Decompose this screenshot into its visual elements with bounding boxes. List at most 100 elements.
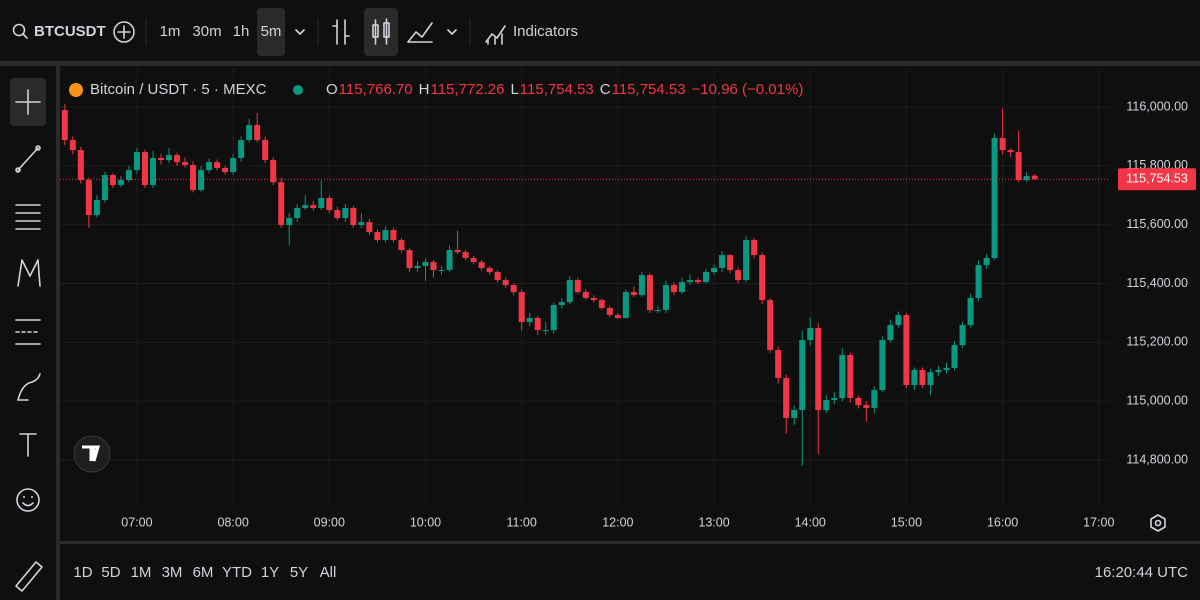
candle-body [999, 137, 1006, 151]
candle-body [775, 350, 782, 378]
range-button[interactable]: 1D [73, 564, 92, 581]
range-button[interactable]: 1M [131, 564, 152, 581]
compare-button[interactable] [113, 21, 135, 43]
candle-body [318, 197, 325, 208]
candle-body [983, 257, 990, 266]
indicators-icon[interactable] [485, 25, 506, 45]
candle-body [662, 285, 669, 311]
brush-tool[interactable] [17, 373, 41, 401]
text-tool[interactable] [19, 433, 37, 457]
candle-body [486, 267, 493, 273]
candle-body [166, 155, 173, 161]
style-dropdown[interactable] [447, 29, 457, 35]
candle-body [222, 167, 229, 173]
candle-body [174, 155, 181, 163]
x-tick-label: 13:00 [698, 515, 729, 529]
x-tick-label: 09:00 [314, 515, 345, 529]
y-tick-label: 115,400.00 [1126, 276, 1188, 290]
x-tick-label: 14:00 [795, 515, 826, 529]
candle-body [510, 285, 517, 293]
candle-body [77, 150, 84, 181]
candles-style-button[interactable] [372, 18, 390, 45]
candle-body [695, 280, 702, 283]
ruler-tool[interactable] [15, 561, 43, 592]
settings-gear[interactable] [1150, 514, 1166, 532]
candle-body [446, 250, 453, 271]
candle-body [254, 125, 261, 141]
left-toolbar [10, 78, 46, 592]
clock: 16:20:44 UTC [1095, 564, 1189, 581]
candle-body [117, 180, 124, 186]
candle-body [975, 265, 982, 298]
candle-body [927, 372, 934, 386]
candle-body [478, 262, 485, 268]
crosshair-tool[interactable] [15, 89, 41, 115]
range-button[interactable]: YTD [222, 564, 252, 581]
candle-body [157, 157, 164, 161]
interval-group: 1m 30m 1h 5m [160, 8, 285, 56]
range-button[interactable]: 5D [101, 564, 120, 581]
candle-body [526, 317, 533, 323]
x-tick-label: 17:00 [1083, 515, 1114, 529]
candle-body [406, 250, 413, 268]
legend-value: 115,754.53 [520, 81, 594, 98]
candle-body [566, 280, 573, 303]
candle-body [430, 262, 437, 271]
range-button[interactable]: 3M [162, 564, 183, 581]
candle-body [919, 370, 926, 386]
range-button[interactable]: 5Y [290, 564, 308, 581]
interval-dropdown[interactable] [295, 29, 305, 35]
interval-button[interactable]: 5m [261, 23, 282, 40]
candle-body [398, 240, 405, 251]
candle-body [614, 315, 621, 318]
candle-body [767, 300, 774, 351]
candle-body [791, 410, 798, 418]
candle-body [198, 170, 205, 191]
candles [61, 104, 1038, 466]
candle-body [1031, 175, 1038, 180]
legend-label: O [326, 81, 338, 98]
forecast-tool[interactable] [15, 319, 41, 345]
x-tick-label: 11:00 [506, 515, 536, 529]
pattern-tool[interactable] [17, 259, 41, 287]
candle-body [141, 152, 148, 186]
candle-body [871, 390, 878, 408]
candle-body [334, 210, 341, 218]
range-button[interactable]: 1Y [261, 564, 279, 581]
legend-value: 115,772.26 [430, 81, 504, 98]
candle-body [326, 197, 333, 211]
interval-button[interactable]: 1h [233, 23, 250, 40]
active-interval-highlight [257, 8, 285, 56]
symbol[interactable]: BTCUSDT [34, 23, 106, 40]
fib-tool[interactable] [15, 204, 41, 230]
candle-body [462, 252, 469, 258]
candle-body [374, 232, 381, 241]
candle-body [93, 200, 100, 216]
candle-body [494, 272, 501, 281]
candle-body [759, 255, 766, 301]
legend: Bitcoin / USDT · 5 · MEXC O 115,766.70 H 11… [69, 81, 803, 98]
candle-body [246, 125, 253, 141]
range-button[interactable]: 6M [193, 564, 214, 581]
search-icon[interactable] [12, 23, 28, 39]
candle-body [358, 222, 365, 226]
candle-body [799, 340, 806, 411]
interval-button[interactable]: 30m [192, 23, 221, 40]
last-price-tag [1118, 168, 1196, 191]
candle-body [743, 240, 750, 281]
top-toolbar: BTCUSDT 1m 30m 1h 5m Indicators [12, 8, 578, 56]
indicators-button[interactable]: Indicators [513, 23, 578, 40]
icon-tool[interactable] [16, 488, 40, 512]
interval-button[interactable]: 1m [160, 23, 181, 40]
range-button[interactable]: All [320, 564, 337, 581]
candle-body [887, 325, 894, 341]
candle-body [711, 267, 718, 273]
bars-style-button[interactable] [332, 19, 350, 45]
legend-value: 115,754.53 [612, 81, 686, 98]
candle-body [262, 140, 269, 161]
area-style-button[interactable] [407, 22, 433, 43]
trend-line-tool[interactable] [15, 145, 41, 173]
candle-body [943, 367, 950, 371]
candle-body [935, 370, 942, 373]
